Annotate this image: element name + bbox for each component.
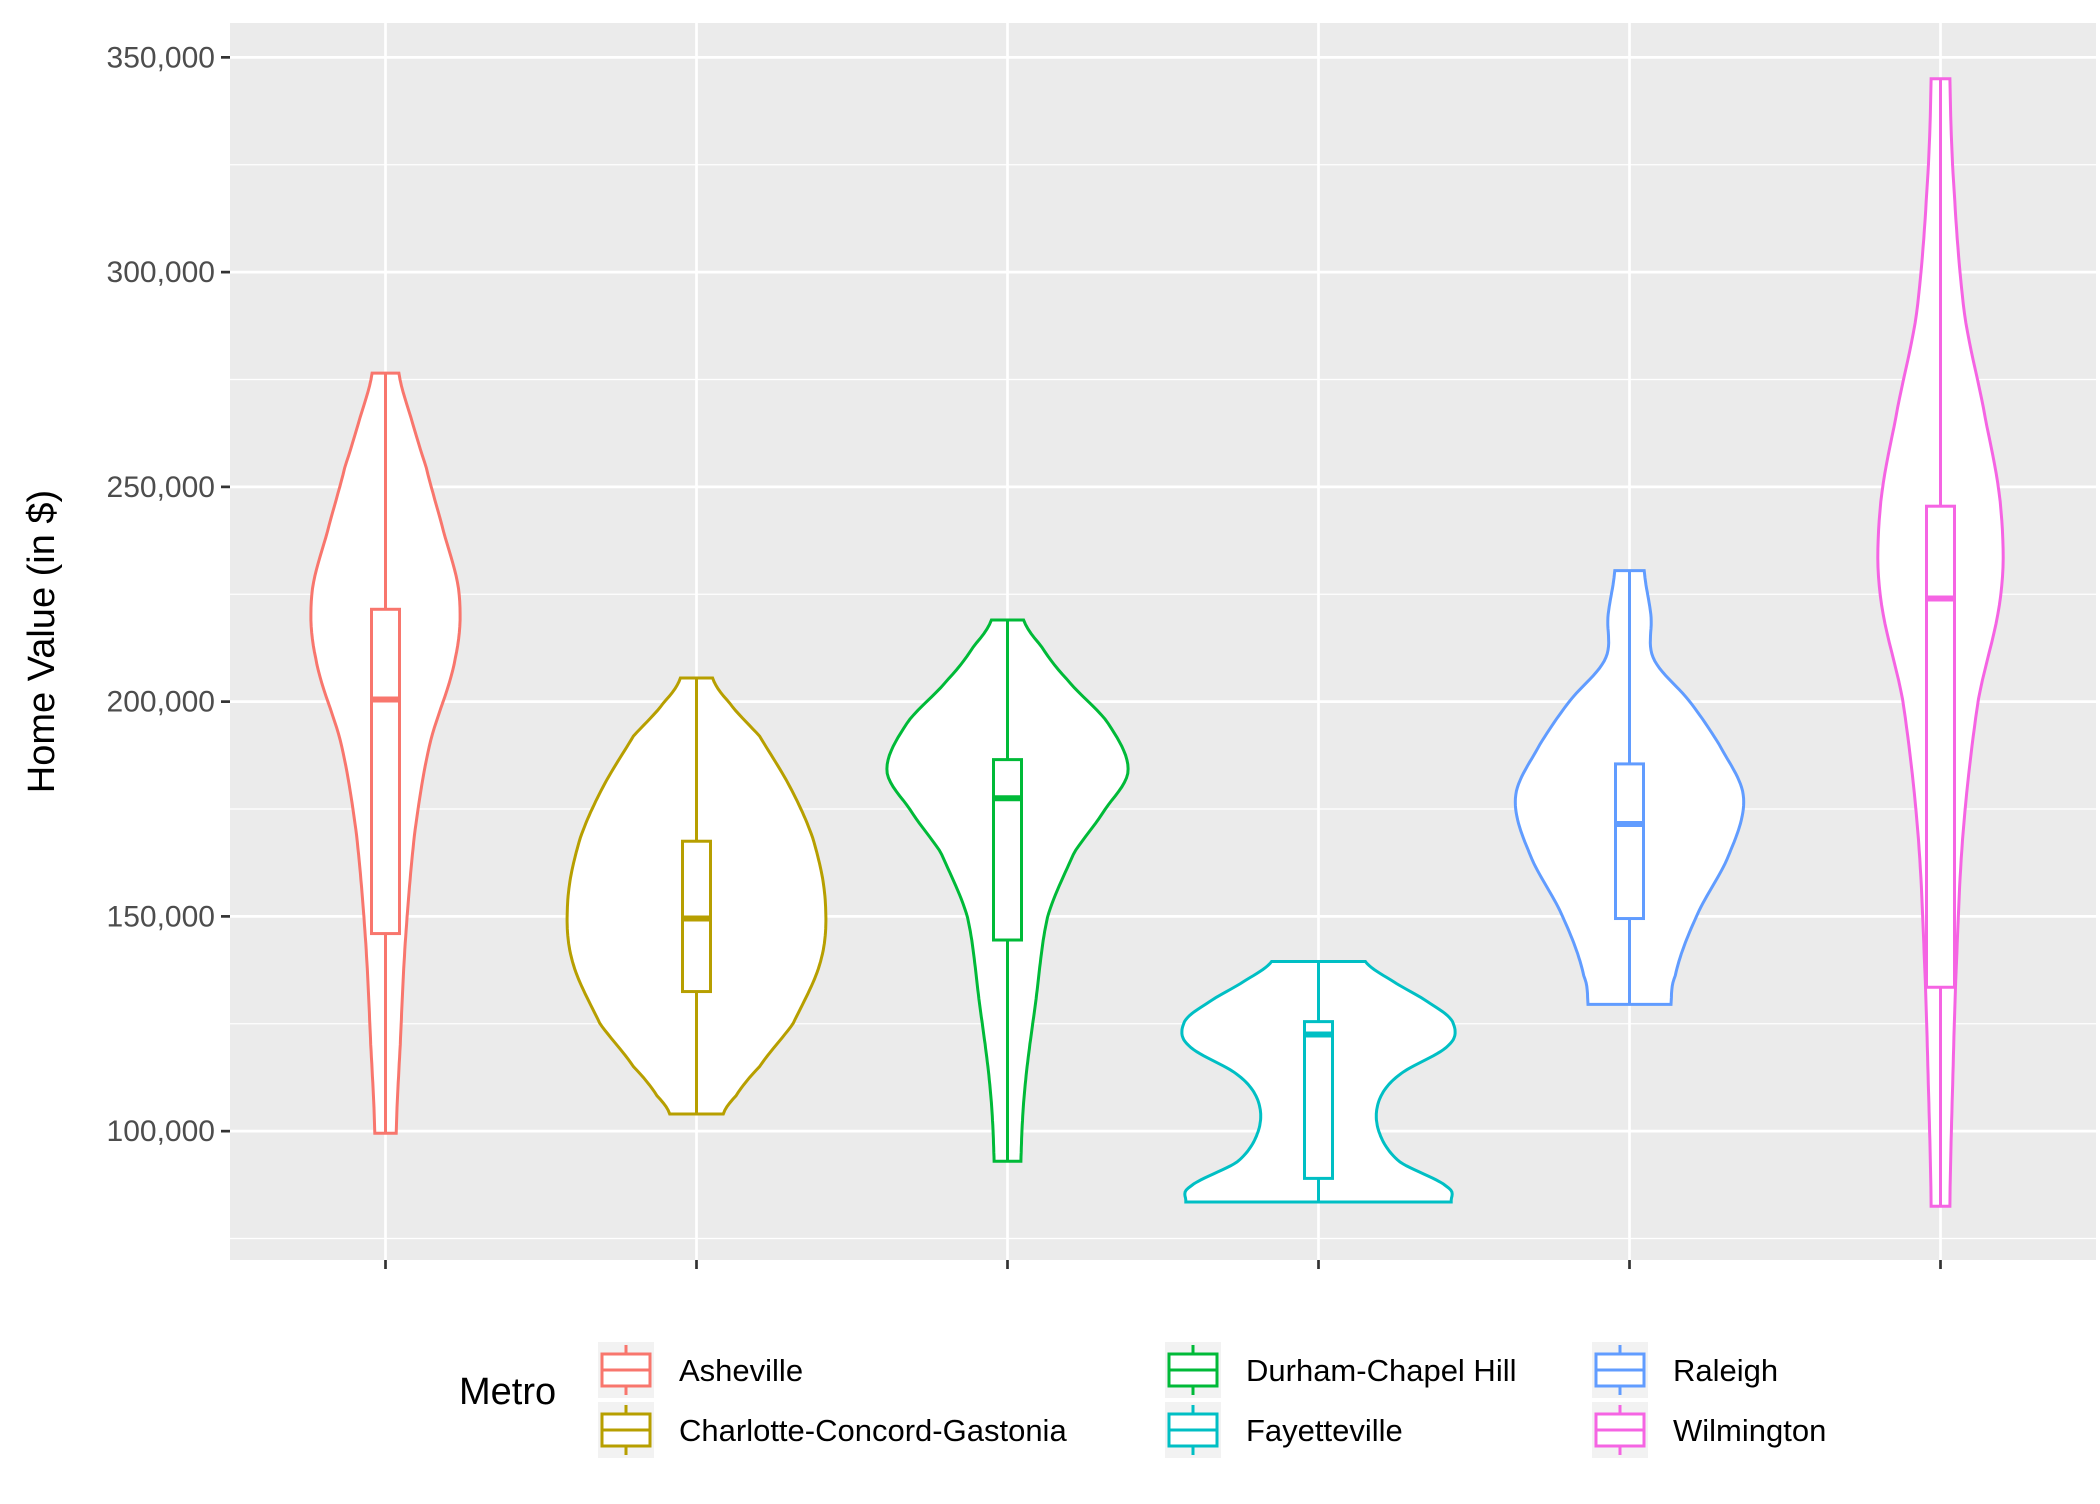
- box: [1925, 504, 1956, 989]
- axes: 100,000 150,000 200,000 250,000 300,000 350,0…: [107, 41, 1942, 1269]
- y-tick-label: 300,000: [107, 256, 215, 289]
- box: [1303, 1020, 1334, 1180]
- box: [992, 758, 1023, 942]
- legend-item: Wilmington: [1592, 1402, 1826, 1458]
- y-tick-label: 150,000: [107, 900, 215, 933]
- violin-group: [1876, 77, 2005, 1208]
- violins: [309, 77, 2005, 1208]
- legend-label: Raleigh: [1673, 1353, 1778, 1388]
- violin-group: [309, 371, 462, 1135]
- legend-label: Charlotte-Concord-Gastonia: [679, 1413, 1067, 1448]
- legend-label: Asheville: [679, 1353, 803, 1388]
- violin-group: [1180, 960, 1457, 1204]
- legend-item: Raleigh: [1592, 1342, 1778, 1398]
- legend-item: Charlotte-Concord-Gastonia: [598, 1402, 1067, 1458]
- legend-label: Wilmington: [1673, 1413, 1826, 1448]
- legend-title: Metro: [459, 1371, 556, 1413]
- violin-group: [565, 676, 828, 1116]
- legend-item: Durham-Chapel Hill: [1165, 1342, 1516, 1398]
- legend-item: Asheville: [598, 1342, 803, 1398]
- violin-group: [885, 618, 1130, 1163]
- legend-label: Durham-Chapel Hill: [1246, 1353, 1516, 1388]
- y-tick-label: 200,000: [107, 686, 215, 719]
- legend: Metro Asheville Charlotte-Concord-Gastoni…: [459, 1342, 1826, 1458]
- legend-item: Fayetteville: [1165, 1402, 1403, 1458]
- y-tick-label: 100,000: [107, 1115, 215, 1148]
- y-tick-label: 350,000: [107, 41, 215, 74]
- plot-panel: [230, 23, 2096, 1260]
- box: [370, 607, 401, 936]
- violin-group: [1513, 569, 1746, 1006]
- y-axis-title: Home Value (in $): [21, 490, 63, 793]
- box: [1614, 762, 1645, 921]
- y-tick-label: 250,000: [107, 471, 215, 504]
- legend-label: Fayetteville: [1246, 1413, 1403, 1448]
